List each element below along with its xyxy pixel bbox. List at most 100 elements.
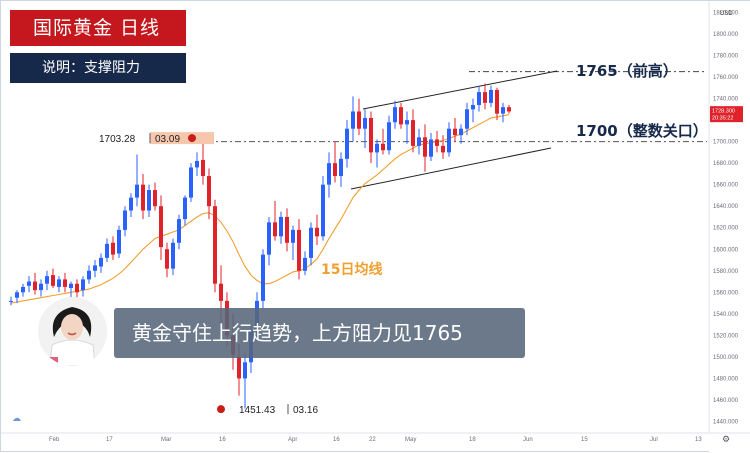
candle-body [189, 167, 193, 198]
x-tick-label: Apr [288, 437, 297, 443]
high-price-label: 1703.28 [99, 134, 136, 145]
candle-body [141, 184, 145, 211]
candle-body [321, 184, 325, 237]
candle-body [171, 242, 175, 269]
candle-body [447, 128, 451, 153]
candle-body [207, 176, 211, 207]
y-tick-label: 1820.000 [713, 10, 739, 16]
candle-body [273, 222, 277, 237]
candle-body [333, 163, 337, 177]
y-tick-label: 1740.000 [713, 97, 739, 103]
low-marker-dot [217, 405, 225, 414]
x-tick-label: 17 [106, 437, 113, 443]
y-tick-label: 1660.000 [713, 183, 739, 189]
candle-body [87, 270, 91, 280]
candle-body [435, 139, 439, 146]
x-tick-label: Mar [161, 437, 171, 443]
candle-body [147, 190, 151, 211]
y-tick-label: 1700.000 [713, 140, 739, 146]
candle-body [159, 206, 163, 248]
candle-body [363, 117, 367, 129]
candle-body [57, 279, 61, 287]
candle-body [303, 257, 307, 271]
candle-body [453, 128, 457, 136]
settings-gear-icon: ⚙ [722, 435, 730, 445]
candle-body [393, 107, 397, 123]
x-tick-label: 16 [219, 437, 226, 443]
candle-body [297, 229, 301, 271]
candle-body [495, 89, 499, 114]
candle-body [441, 145, 445, 153]
y-tick-label: 1640.000 [713, 204, 739, 210]
candle-body [105, 243, 109, 258]
candle-body [267, 222, 271, 255]
y-tick-label: 1620.000 [713, 226, 739, 232]
candle-body [471, 105, 475, 110]
candle-body [201, 159, 205, 177]
support-label: 1700（整数关口） [576, 122, 708, 140]
channel-upper-line [362, 70, 558, 110]
candle-body [501, 107, 505, 114]
candle-body [459, 128, 463, 136]
current-price-tag [710, 106, 743, 123]
candle-body [165, 249, 169, 269]
candle-body [195, 160, 199, 168]
y-tick-label: 1580.000 [713, 269, 739, 275]
y-tick-label: 1500.000 [713, 355, 739, 361]
candle-body [39, 283, 43, 291]
candle-body [369, 117, 373, 153]
candle-body [75, 283, 79, 293]
y-tick-label: 1760.000 [713, 75, 739, 81]
candle-body [213, 206, 217, 284]
candle-body [33, 281, 37, 291]
ma15-line [10, 114, 510, 304]
candle-body [477, 92, 481, 106]
candle-body [465, 109, 469, 129]
high-marker-dot [188, 134, 196, 143]
low-date-label: 03.16 [293, 405, 318, 416]
chart-title: 国际黄金 日线 [10, 10, 186, 46]
candle-body [123, 210, 127, 230]
candle-body [117, 229, 121, 254]
candle-body [27, 281, 31, 286]
candle-body [411, 120, 415, 146]
candle-body [237, 356, 241, 379]
low-price-label: 1451.43 [239, 405, 276, 416]
candle-body [399, 107, 403, 125]
candle-body [423, 137, 427, 157]
y-tick-label: 1520.000 [713, 333, 739, 339]
candle-body [309, 227, 313, 258]
candle-body [51, 275, 55, 286]
candle-body [15, 292, 19, 298]
candle-body [315, 227, 319, 237]
x-tick-label: May [405, 437, 416, 443]
price-axis-bg [709, 1, 750, 453]
candle-body [69, 283, 73, 288]
candle-body [507, 107, 511, 112]
candle-body [153, 190, 157, 207]
candle-body [45, 276, 49, 284]
candle-body [219, 283, 223, 301]
candle-body [417, 137, 421, 146]
candle-body [381, 143, 385, 151]
y-tick-label: 1800.000 [713, 32, 739, 38]
candle-body [285, 216, 289, 243]
resistance-label: 1765（前高） [576, 62, 678, 80]
candle-body [81, 279, 85, 291]
y-tick-label: 1780.000 [713, 54, 739, 60]
candle-body [429, 139, 433, 157]
candle-body [99, 257, 103, 267]
candle-body [345, 128, 349, 159]
candle-body [405, 120, 409, 125]
candle-body [243, 362, 247, 379]
candle-body [339, 158, 343, 177]
x-tick-label: Feb [49, 437, 60, 443]
x-tick-label: Jun [523, 437, 533, 443]
candle-body [9, 300, 13, 302]
candle-body [177, 219, 181, 243]
candle-body [183, 197, 187, 220]
candle-body [93, 265, 97, 271]
candle-body [351, 111, 355, 129]
